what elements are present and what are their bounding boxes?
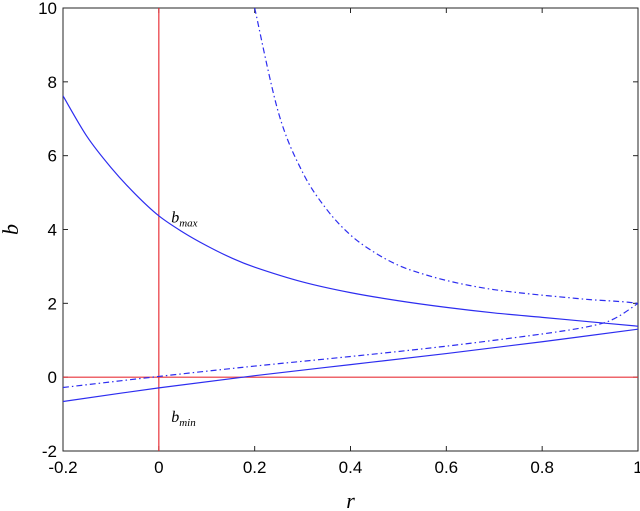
series-line-3 [254,8,638,304]
y-tick-label: 6 [48,147,57,166]
y-tick-label: 10 [38,0,57,18]
y-tick-label: 2 [48,294,57,313]
annotation-bmin: bmin [171,409,196,429]
series-line-1 [63,95,638,327]
annotation-bmax: bmax [171,210,197,230]
plot-frame [62,7,639,452]
y-tick-label: 0 [48,368,57,387]
y-tick-label: 4 [48,221,57,240]
x-tick-label: 1 [633,458,640,477]
x-tick-label: 0.8 [530,458,554,477]
series-line-4 [63,302,638,389]
x-tick-label: -0.2 [48,458,77,477]
x-tick-label: 0.6 [435,458,459,477]
x-tick-label: 0.2 [243,458,267,477]
y-tick-label: -2 [42,442,57,461]
y-tick-label: 8 [48,73,57,92]
x-tick-label: 0.4 [339,458,363,477]
x-axis-label: r [346,488,355,511]
x-tick-label: 0 [154,458,163,477]
plot-area [63,8,638,451]
y-axis-label: b [0,224,23,235]
series-line-2 [63,328,638,403]
